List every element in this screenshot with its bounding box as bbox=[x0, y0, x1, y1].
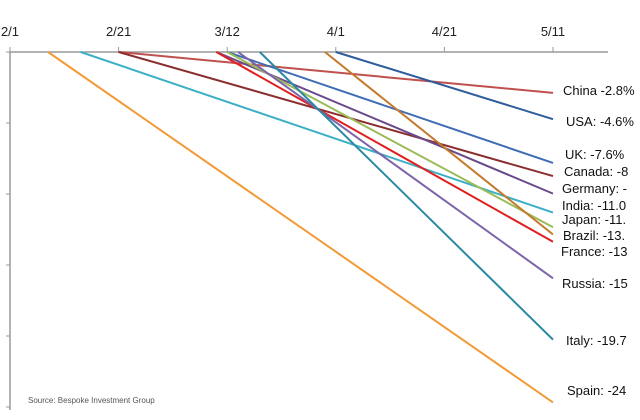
series-line bbox=[215, 51, 554, 243]
series-label: France: -13 bbox=[561, 244, 627, 259]
series-line bbox=[118, 51, 554, 94]
x-tick-label: 4/1 bbox=[327, 24, 345, 39]
x-tick-label: 2/21 bbox=[106, 24, 131, 39]
series-line bbox=[47, 51, 554, 404]
x-tick-label: 4/21 bbox=[432, 24, 457, 39]
series-label: USA: -4.6% bbox=[566, 114, 634, 129]
series-label: Japan: -11. bbox=[562, 212, 626, 227]
series-label: Spain: -24 bbox=[567, 383, 626, 398]
series-label: Brazil: -13. bbox=[563, 228, 625, 243]
series-label: Italy: -19.7 bbox=[566, 333, 627, 348]
series-line bbox=[324, 51, 554, 236]
series-label: China -2.8% bbox=[563, 83, 635, 98]
chart-axes: 2/1 2/21 3/12 4/1 4/21 5/11 bbox=[1, 24, 608, 410]
series-line bbox=[226, 51, 554, 164]
x-tick-label: 3/12 bbox=[215, 24, 240, 39]
series-label: India: -11.0 bbox=[562, 198, 626, 213]
x-tick-label: 2/1 bbox=[1, 24, 19, 39]
series-line bbox=[237, 51, 554, 280]
series-label: UK: -7.6% bbox=[565, 147, 625, 162]
x-tick-label: 5/11 bbox=[541, 24, 565, 39]
series-line bbox=[335, 51, 554, 121]
series-label: Canada: -8 bbox=[564, 164, 628, 179]
series-labels: China -2.8% USA: -4.6% UK: -7.6% Canada: -8… bbox=[561, 83, 635, 398]
series-label: Russia: -15 bbox=[562, 276, 628, 291]
series-label: Germany: - bbox=[562, 181, 627, 196]
series-line bbox=[118, 51, 554, 178]
series-line bbox=[226, 51, 554, 229]
source-note: Source: Bespoke Investment Group bbox=[28, 396, 155, 405]
series-line bbox=[259, 51, 554, 341]
series-lines bbox=[47, 51, 554, 404]
